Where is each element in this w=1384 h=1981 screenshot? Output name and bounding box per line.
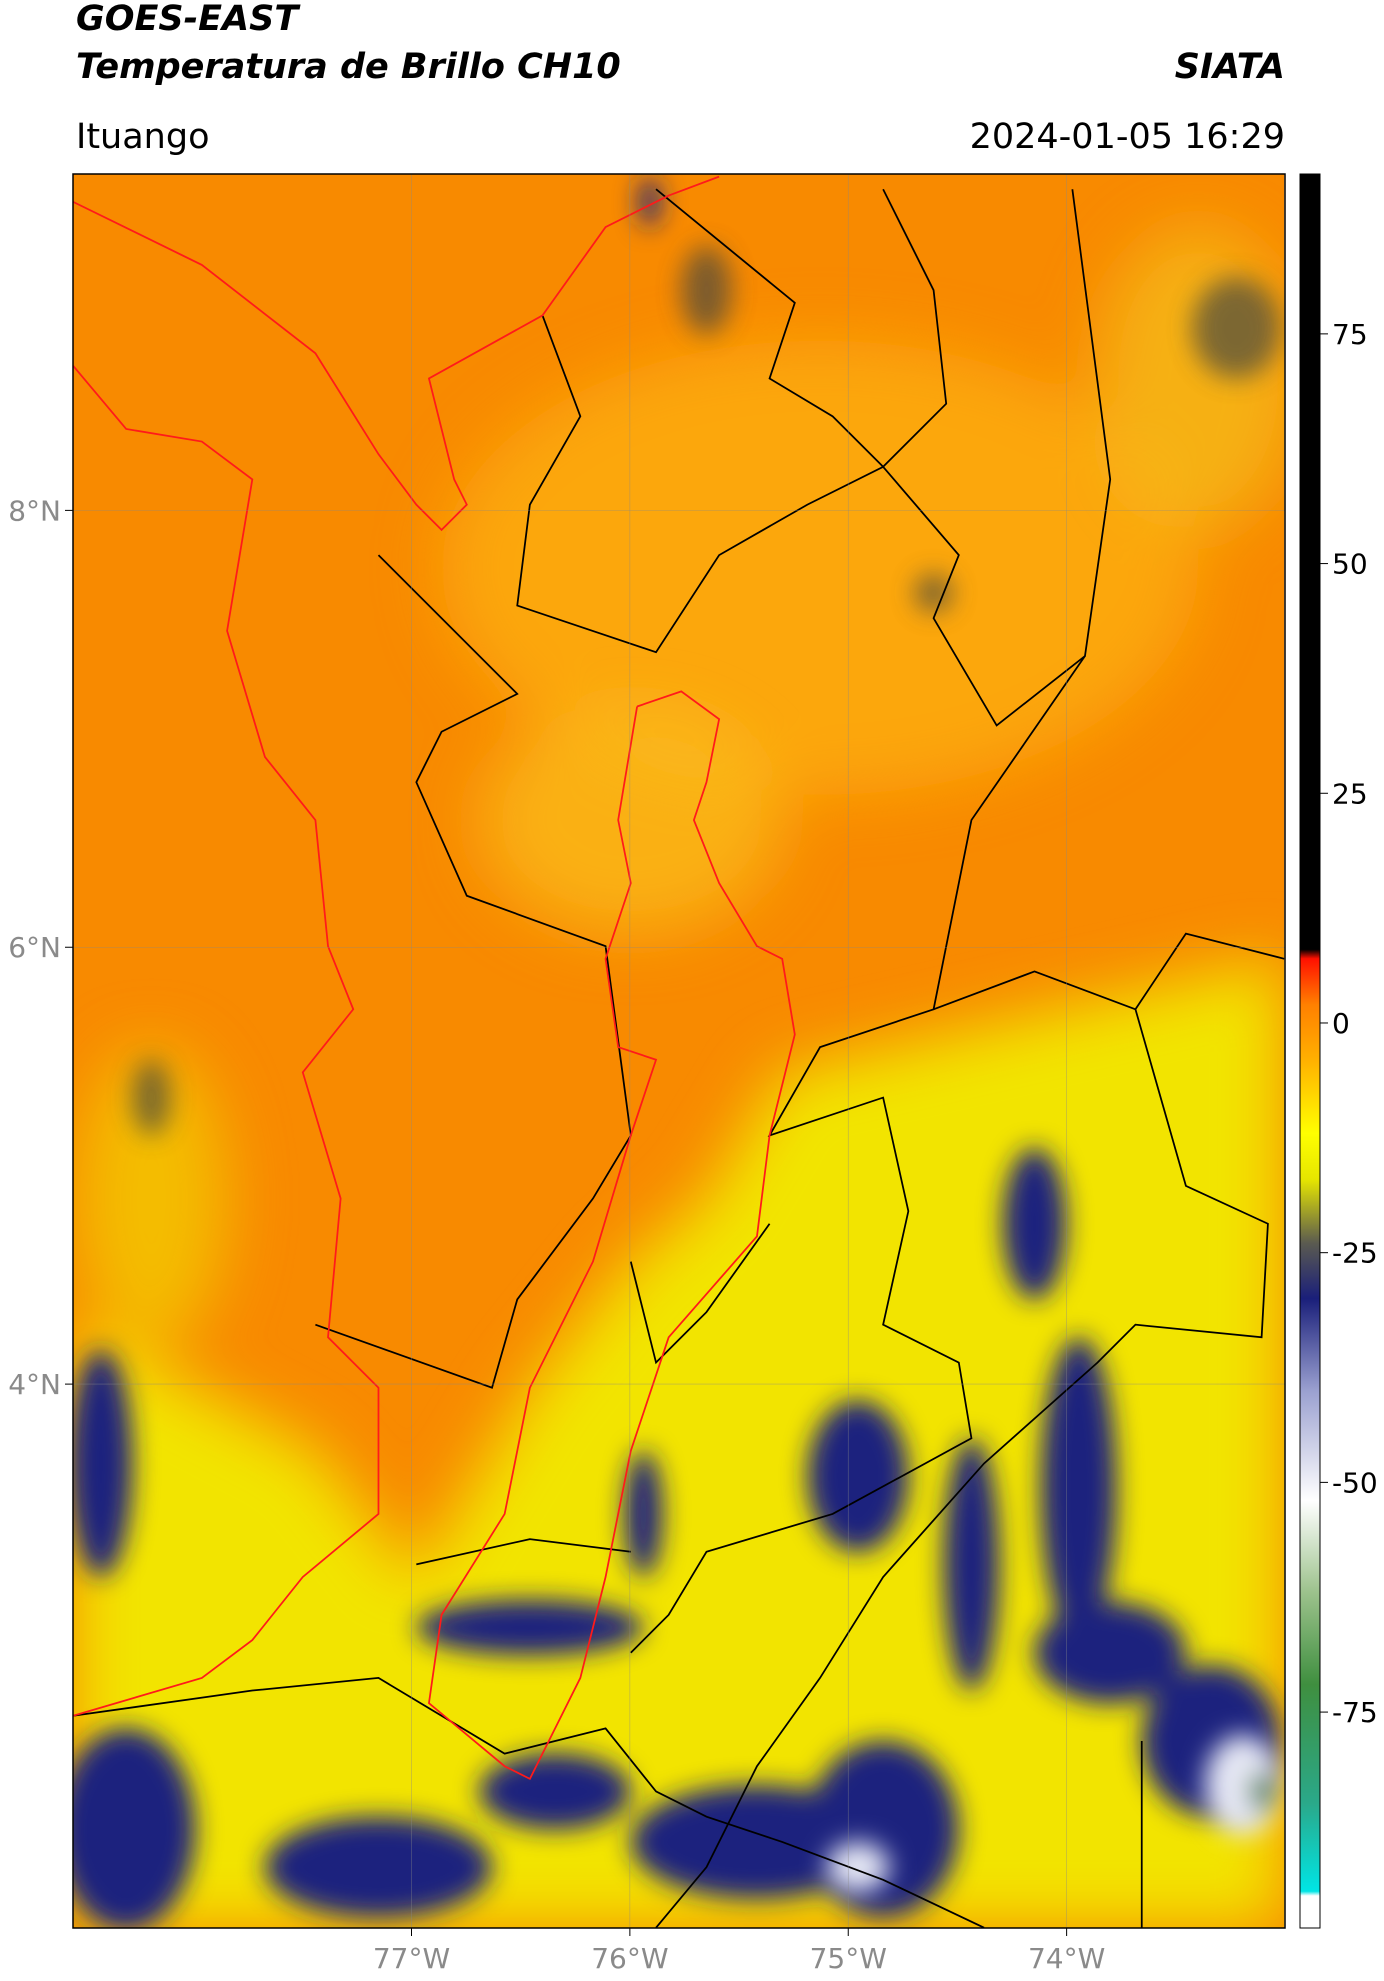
brand: SIATA <box>1175 47 1285 87</box>
x-tick-label: 76°W <box>591 1942 668 1975</box>
datetime: 2024-01-05 16:29 <box>970 117 1285 157</box>
colorbar-tick-label: 75 <box>1332 318 1368 351</box>
x-tick-label: 77°W <box>373 1942 450 1975</box>
graticule <box>73 174 1285 1928</box>
colorbar-tick-label: 0 <box>1332 1007 1350 1040</box>
title: GOES-EAST <box>76 0 301 39</box>
map-frame <box>72 173 1286 1929</box>
y-tick-label: 4°N <box>8 1368 61 1401</box>
location: Ituango <box>76 117 210 157</box>
colorbar <box>1299 173 1321 1929</box>
colorbar-tick-label: -50 <box>1332 1466 1378 1499</box>
x-tick-label: 75°W <box>810 1942 887 1975</box>
colorbar-tick-label: -75 <box>1332 1696 1378 1729</box>
subtitle: Temperatura de Brillo CH10 <box>76 47 621 87</box>
colorbar-tick-label: 50 <box>1332 548 1368 581</box>
colorbar-tick-label: -25 <box>1332 1237 1378 1270</box>
x-tick-label: 74°W <box>1028 1942 1105 1975</box>
y-tick-label: 8°N <box>8 494 61 527</box>
colorbar-tick-label: 25 <box>1332 777 1368 810</box>
y-tick-label: 6°N <box>8 931 61 964</box>
map-imagery <box>73 174 1285 1928</box>
